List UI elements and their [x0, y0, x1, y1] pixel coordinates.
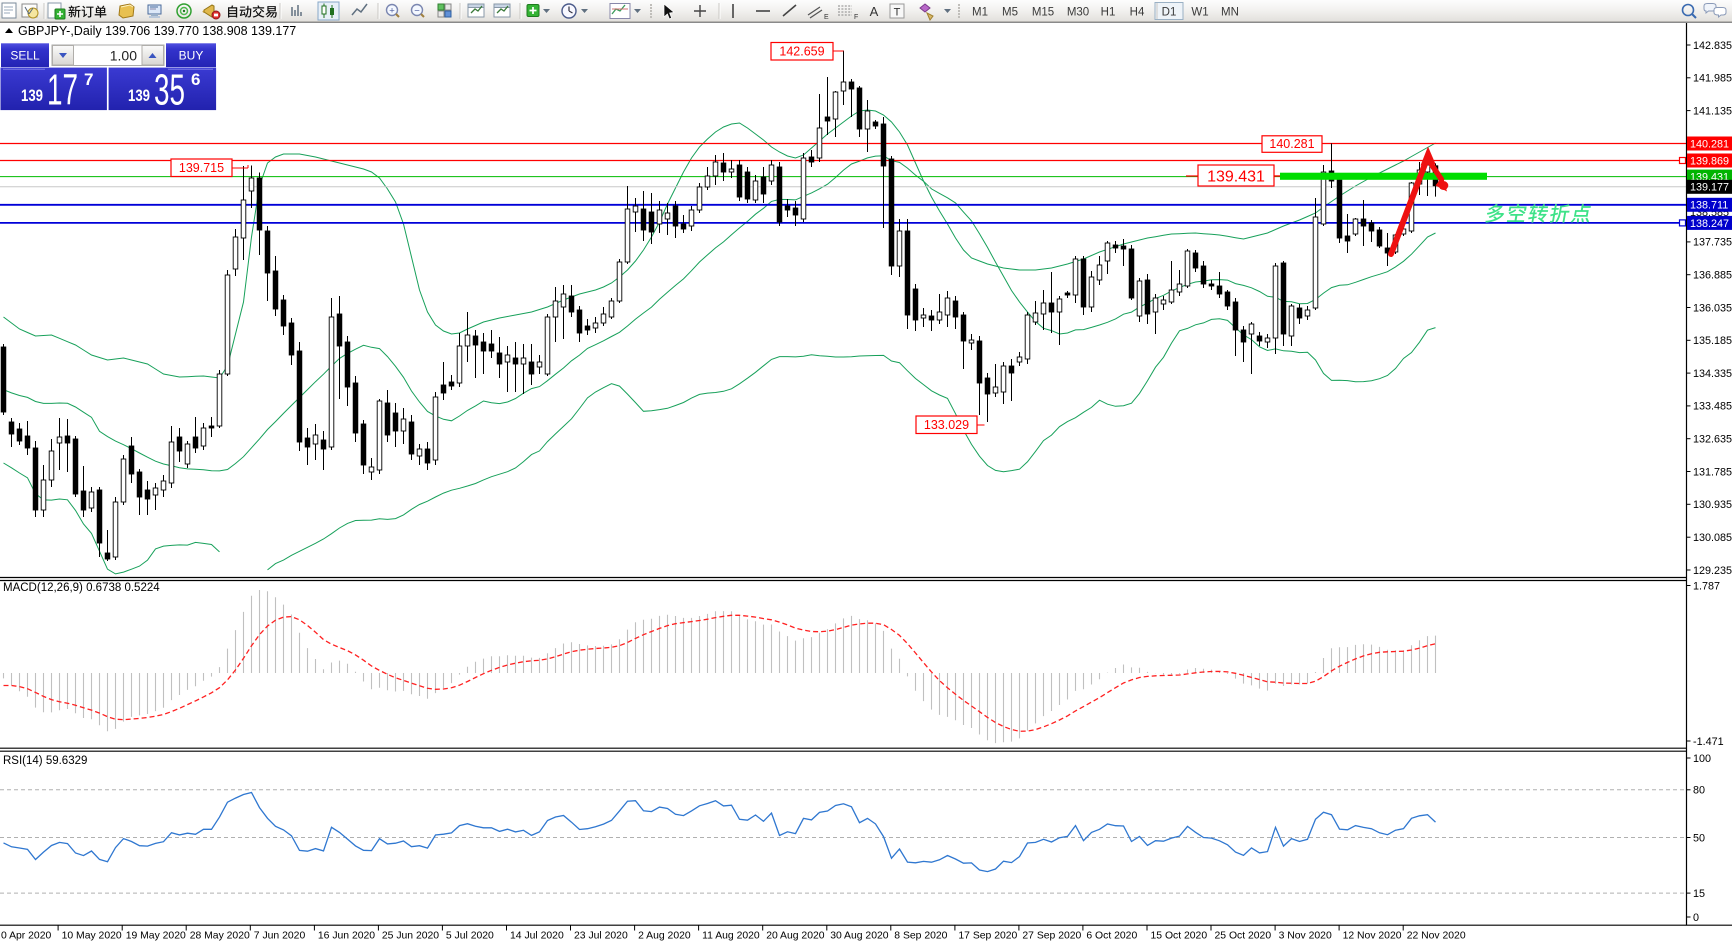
- svg-text:139: 139: [21, 86, 43, 105]
- svg-text:50: 50: [1693, 832, 1705, 844]
- svg-text:139: 139: [128, 86, 150, 105]
- svg-text:8 Sep 2020: 8 Sep 2020: [894, 931, 947, 942]
- svg-text:139.177: 139.177: [1690, 182, 1729, 194]
- svg-text:-1.471: -1.471: [1693, 736, 1724, 748]
- svg-text:H4: H4: [1130, 7, 1145, 19]
- svg-text:131.785: 131.785: [1693, 466, 1732, 478]
- svg-text:GBPJPY-,Daily 139.706 139.770: GBPJPY-,Daily 139.706 139.770 138.908 13…: [18, 24, 296, 38]
- svg-text:A: A: [870, 4, 879, 19]
- svg-text:28 May 2020: 28 May 2020: [190, 931, 250, 942]
- svg-text:141.135: 141.135: [1693, 105, 1732, 117]
- svg-text:D1: D1: [1162, 7, 1177, 19]
- svg-text:M5: M5: [1002, 7, 1018, 19]
- svg-text:15 Oct 2020: 15 Oct 2020: [1151, 931, 1208, 942]
- svg-text:16 Jun 2020: 16 Jun 2020: [318, 931, 375, 942]
- svg-text:T: T: [894, 7, 901, 19]
- svg-text:142.659: 142.659: [779, 45, 824, 59]
- svg-text:137.735: 137.735: [1693, 237, 1732, 249]
- svg-text:2 Aug 2020: 2 Aug 2020: [638, 931, 691, 942]
- svg-text:7: 7: [84, 70, 93, 89]
- svg-text:H1: H1: [1101, 7, 1116, 19]
- svg-text:100: 100: [1693, 753, 1711, 765]
- svg-text:142.835: 142.835: [1693, 40, 1732, 52]
- svg-text:6: 6: [191, 70, 200, 89]
- svg-text:M1: M1: [972, 7, 988, 19]
- svg-text:MACD(12,26,9) 0.6738 0.5224: MACD(12,26,9) 0.6738 0.5224: [3, 582, 160, 594]
- svg-text:BUY: BUY: [179, 49, 204, 63]
- svg-text:MN: MN: [1221, 7, 1239, 19]
- svg-text:+: +: [389, 5, 395, 16]
- svg-text:135.185: 135.185: [1693, 335, 1732, 347]
- svg-text:80: 80: [1693, 785, 1705, 797]
- svg-text:0: 0: [1693, 912, 1699, 924]
- svg-text:M15: M15: [1032, 7, 1054, 19]
- svg-text:14 Jul 2020: 14 Jul 2020: [510, 931, 564, 942]
- svg-text:6 Oct 2020: 6 Oct 2020: [1086, 931, 1137, 942]
- svg-text:E: E: [824, 14, 829, 21]
- svg-text:W1: W1: [1191, 7, 1208, 19]
- svg-text:133.485: 133.485: [1693, 401, 1732, 413]
- svg-text:17: 17: [47, 66, 78, 115]
- svg-text:23 Jul 2020: 23 Jul 2020: [574, 931, 628, 942]
- svg-text:15: 15: [1693, 888, 1705, 900]
- svg-text:140.281: 140.281: [1690, 138, 1729, 150]
- svg-text:132.635: 132.635: [1693, 434, 1732, 446]
- svg-text:0 Apr 2020: 0 Apr 2020: [1, 931, 51, 942]
- svg-text:25 Jun 2020: 25 Jun 2020: [382, 931, 439, 942]
- svg-text:134.335: 134.335: [1693, 368, 1732, 380]
- svg-text:140.281: 140.281: [1269, 137, 1314, 151]
- svg-text:138.711: 138.711: [1690, 200, 1728, 212]
- svg-text:1.787: 1.787: [1693, 580, 1720, 592]
- svg-text:M30: M30: [1067, 7, 1089, 19]
- svg-text:SELL: SELL: [10, 49, 40, 63]
- svg-text:1.00: 1.00: [110, 48, 137, 64]
- svg-text:5 Jul 2020: 5 Jul 2020: [446, 931, 494, 942]
- svg-text:20 Aug 2020: 20 Aug 2020: [766, 931, 825, 942]
- svg-text:12 Nov 2020: 12 Nov 2020: [1343, 931, 1402, 942]
- svg-text:7 Jun 2020: 7 Jun 2020: [254, 931, 306, 942]
- svg-text:139.869: 139.869: [1690, 155, 1729, 167]
- svg-text:139.431: 139.431: [1207, 169, 1265, 186]
- svg-text:RSI(14) 59.6329: RSI(14) 59.6329: [3, 755, 87, 767]
- svg-text:F: F: [854, 14, 858, 21]
- svg-text:27 Sep 2020: 27 Sep 2020: [1022, 931, 1081, 942]
- svg-text:−: −: [414, 5, 420, 16]
- svg-text:130.085: 130.085: [1693, 532, 1732, 544]
- svg-text:25 Oct 2020: 25 Oct 2020: [1215, 931, 1272, 942]
- svg-text:3 Nov 2020: 3 Nov 2020: [1279, 931, 1332, 942]
- svg-text:133.029: 133.029: [924, 418, 969, 432]
- svg-text:19 May 2020: 19 May 2020: [126, 931, 186, 942]
- svg-text:11 Aug 2020: 11 Aug 2020: [702, 931, 760, 942]
- svg-text:129.235: 129.235: [1693, 565, 1732, 577]
- svg-text:10 May 2020: 10 May 2020: [62, 931, 122, 942]
- svg-text:139.715: 139.715: [179, 161, 224, 175]
- svg-text:136.035: 136.035: [1693, 302, 1732, 314]
- svg-text:136.885: 136.885: [1693, 270, 1732, 282]
- svg-text:130.935: 130.935: [1693, 499, 1732, 511]
- svg-text:138.247: 138.247: [1690, 218, 1729, 230]
- svg-text:35: 35: [154, 66, 185, 115]
- svg-text:30 Aug 2020: 30 Aug 2020: [830, 931, 889, 942]
- svg-text:17 Sep 2020: 17 Sep 2020: [958, 931, 1017, 942]
- svg-text:22 Nov 2020: 22 Nov 2020: [1407, 931, 1466, 942]
- svg-text:141.985: 141.985: [1693, 73, 1732, 85]
